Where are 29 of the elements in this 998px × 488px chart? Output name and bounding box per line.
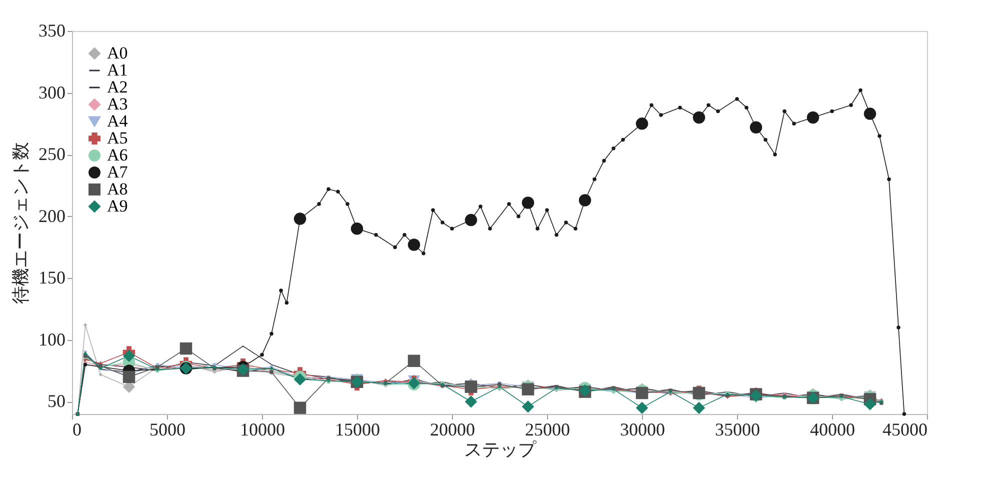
y-tick-label: 200: [38, 206, 66, 226]
x-tick-label: 25000: [525, 420, 570, 440]
legend-label: A2: [107, 78, 128, 96]
y-tick-label: 150: [38, 268, 66, 288]
x-tick-label: 5000: [150, 420, 186, 440]
legend-label: A4: [107, 112, 128, 130]
legend-label: A6: [107, 146, 128, 164]
y-tick-label: 50: [48, 391, 66, 412]
x-axis-title: ステップ: [464, 440, 537, 460]
legend-label: A7: [107, 162, 128, 182]
y-tick-label: 350: [38, 20, 66, 40]
x-tick-label: 40000: [810, 420, 855, 440]
y-tick-label: 250: [38, 144, 66, 164]
x-tick-label: 20000: [430, 420, 475, 440]
legend-label: A3: [107, 94, 128, 114]
x-tick-label: 0: [72, 420, 82, 440]
legend-label: A0: [107, 44, 128, 62]
y-tick-label: 300: [38, 82, 66, 102]
x-tick-label: 30000: [620, 420, 665, 440]
legend-label: A1: [107, 60, 128, 80]
legend-label: A8: [107, 180, 128, 198]
y-axis-title: 待機エージェント数: [10, 142, 30, 304]
y-tick-label: 100: [38, 329, 66, 350]
legend-label: A5: [107, 128, 128, 148]
x-tick-label: 15000: [335, 420, 380, 440]
x-tick-label: 45000: [882, 420, 928, 440]
x-tick-label: 35000: [715, 420, 760, 440]
legend-label: A9: [107, 196, 128, 216]
x-tick-label: 10000: [240, 420, 285, 440]
